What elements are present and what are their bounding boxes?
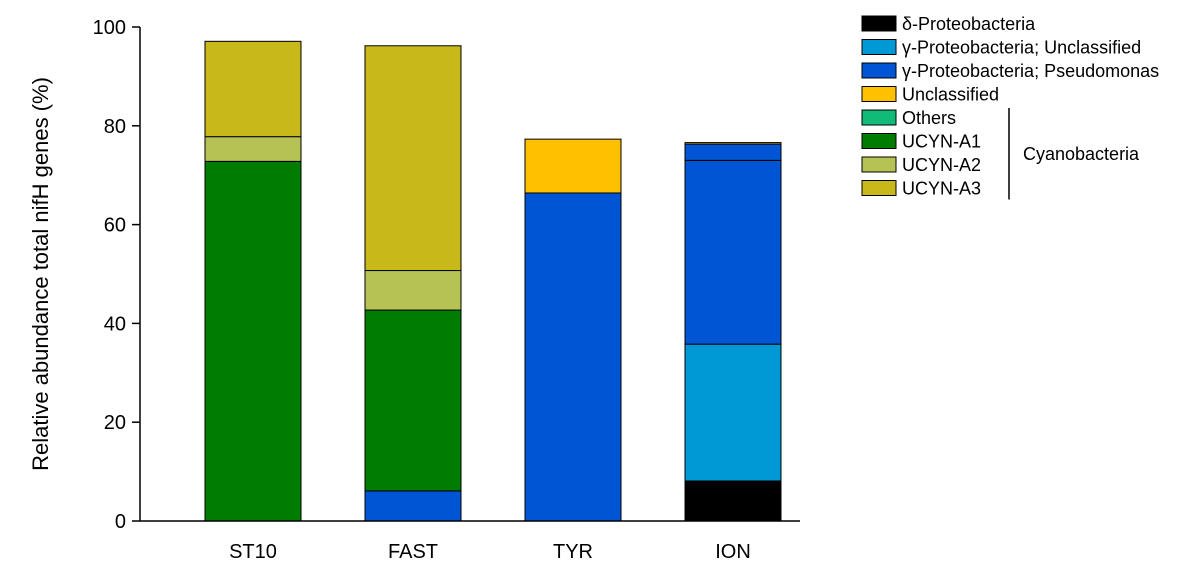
bar-fast-ucyn-a2-2 [364, 270, 462, 311]
bar-st10-ucyn-a1-0 [204, 160, 302, 522]
legend-label-ucyn-a2: UCYN-A2 [902, 155, 981, 175]
y-tick-label-20: 20 [104, 412, 126, 434]
y-tick-label-100: 100 [93, 17, 126, 39]
bars-layer [204, 40, 782, 522]
bar-fast-ucyn-a3-3 [364, 45, 462, 272]
legend-swatch-ucyn-a2 [861, 156, 897, 173]
legend-label-proteobacteria-pseudomonas: γ-Proteobacteria; Pseudomonas [902, 61, 1159, 81]
legend-swatch-proteobacteria [861, 15, 897, 32]
bar-tyr-unclassified-1 [524, 138, 622, 194]
y-tick-label-0: 0 [115, 511, 126, 533]
x-tick-label-ion: ION [715, 541, 751, 563]
legend-swatch-ucyn-a1 [861, 133, 897, 149]
bar-fast-proteobacteria-pseudomonas-0 [364, 490, 462, 522]
bar-ion-proteobacteria-0 [684, 480, 782, 522]
legend-label-proteobacteria: δ-Proteobacteria [902, 14, 1036, 34]
bar-ion-proteobacteria-pseudomonas-2 [684, 159, 782, 345]
y-tick-label-60: 60 [104, 215, 126, 237]
legend-swatch-others [861, 109, 897, 126]
y-tick-label-40: 40 [104, 313, 126, 335]
bar-ion-unclassified-4 [684, 142, 782, 145]
legend-label-ucyn-a3: UCYN-A3 [902, 179, 981, 199]
legend-swatch-proteobacteria-unclassified [861, 39, 897, 55]
legend-swatch-proteobacteria-pseudomonas [861, 62, 897, 79]
x-tick-label-st10: ST10 [229, 541, 277, 563]
y-axis-title: Relative abundance total nifH genes (%) [28, 77, 53, 471]
bar-ion-proteobacteria-unclassified-1 [684, 343, 782, 482]
bar-st10-ucyn-a3-2 [204, 40, 302, 138]
bar-fast-ucyn-a1-1 [364, 309, 462, 492]
legend-swatch-unclassified [861, 86, 897, 102]
x-tick-label-fast: FAST [388, 541, 438, 563]
legend-swatch-ucyn-a3 [861, 180, 897, 196]
bar-st10-ucyn-a2-1 [204, 136, 302, 162]
legend-label-others: Others [902, 108, 956, 128]
axes-layer: 0 20 40 60 80 100 ST10 FAST TYR ION [93, 17, 800, 563]
legend: δ-Proteobacteria γ-Proteobacteria; Unclas… [861, 14, 1159, 200]
y-tick-label-80: 80 [104, 116, 126, 138]
legend-label-unclassified: Unclassified [902, 85, 999, 105]
legend-label-ucyn-a1: UCYN-A1 [902, 132, 981, 152]
x-tick-label-tyr: TYR [553, 541, 593, 563]
legend-label-proteobacteria-unclassified: γ-Proteobacteria; Unclassified [902, 38, 1141, 58]
bar-tyr-proteobacteria-pseudomonas-0 [524, 192, 622, 522]
legend-group-label: Cyanobacteria [1023, 144, 1140, 164]
bar-ion-proteobacteria-pseudomonas-3 [684, 143, 782, 161]
